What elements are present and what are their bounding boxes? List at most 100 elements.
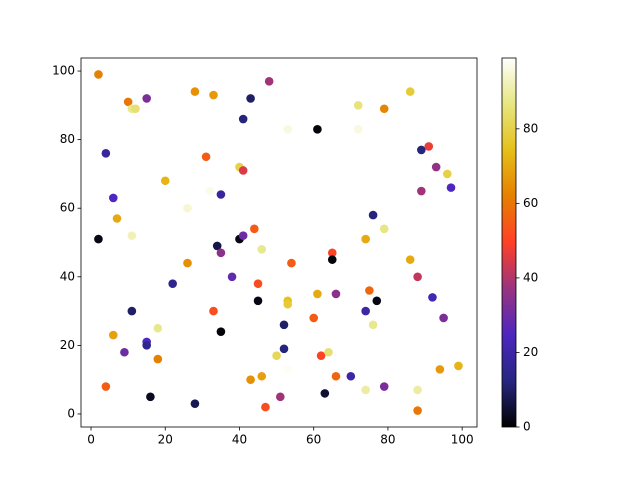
point [146,392,155,402]
colorbar-tick-label: 80 [523,121,538,135]
point [160,176,170,186]
point [216,190,226,199]
y-tick-label: 40 [60,269,75,283]
point [320,389,330,398]
colorbar-tick-label: 0 [523,420,531,434]
y-tick-label: 20 [60,338,75,352]
point [287,258,296,268]
point [253,296,263,306]
y-tick-label: 0 [67,406,75,420]
point [183,203,192,213]
point [346,371,356,381]
point [431,162,441,172]
point [443,169,452,179]
point [216,248,226,258]
point [361,306,370,316]
point [353,101,363,110]
point [435,365,445,374]
point [413,385,422,395]
point [324,347,333,357]
point [428,293,437,302]
point [253,279,263,288]
point [413,272,422,282]
point [108,330,118,340]
point [454,361,463,371]
point [112,214,122,223]
point [238,231,248,240]
point [279,320,289,330]
point [212,241,222,251]
point [275,392,285,402]
point [283,125,293,134]
x-tick-label: 40 [232,433,247,447]
point [417,145,426,155]
point [272,351,281,360]
point [257,371,267,381]
point [368,210,378,220]
colorbar-tick-label: 20 [523,345,538,359]
point [413,406,422,415]
point [246,375,255,384]
point [120,347,129,357]
point [372,296,382,306]
point [131,104,140,114]
point [264,77,274,86]
point [331,289,341,299]
point [190,87,200,96]
point [142,94,151,103]
point [94,234,103,244]
x-tick-label: 20 [158,433,173,447]
point [127,306,137,316]
point [283,299,293,309]
point [379,382,389,391]
point [216,327,226,336]
x-tick-label: 0 [87,433,95,447]
point [238,166,248,175]
point [327,248,337,258]
point [201,152,211,162]
point [417,186,426,196]
point [153,354,163,364]
point [142,341,151,350]
point [127,231,137,240]
point [238,114,248,124]
point [379,224,389,234]
colorbar [501,57,517,428]
point [301,358,311,367]
y-tick-label: 80 [60,132,75,146]
colorbar-tick-label: 40 [523,270,538,284]
point [261,402,270,412]
point [94,70,103,79]
point [313,289,322,299]
point [327,255,337,264]
point [365,286,374,295]
point [250,224,259,234]
point [279,344,289,354]
point [227,272,237,282]
point [313,125,322,134]
plot-frame [80,57,478,428]
point [405,255,415,264]
point [368,320,378,330]
point [190,399,200,408]
x-tick-label: 100 [451,433,474,447]
point [101,382,111,391]
point [168,279,177,288]
colorbar-tick-label: 60 [523,196,538,210]
point [309,313,319,323]
point [246,94,255,103]
x-tick-label: 60 [306,433,321,447]
point [205,186,215,196]
point [331,371,341,381]
point [153,323,163,333]
point [379,104,389,114]
point [424,142,434,151]
point [257,245,267,254]
y-tick-label: 60 [60,201,75,215]
point [283,365,293,374]
point [209,306,218,316]
point [209,90,218,100]
point [439,313,448,323]
point [101,149,111,158]
